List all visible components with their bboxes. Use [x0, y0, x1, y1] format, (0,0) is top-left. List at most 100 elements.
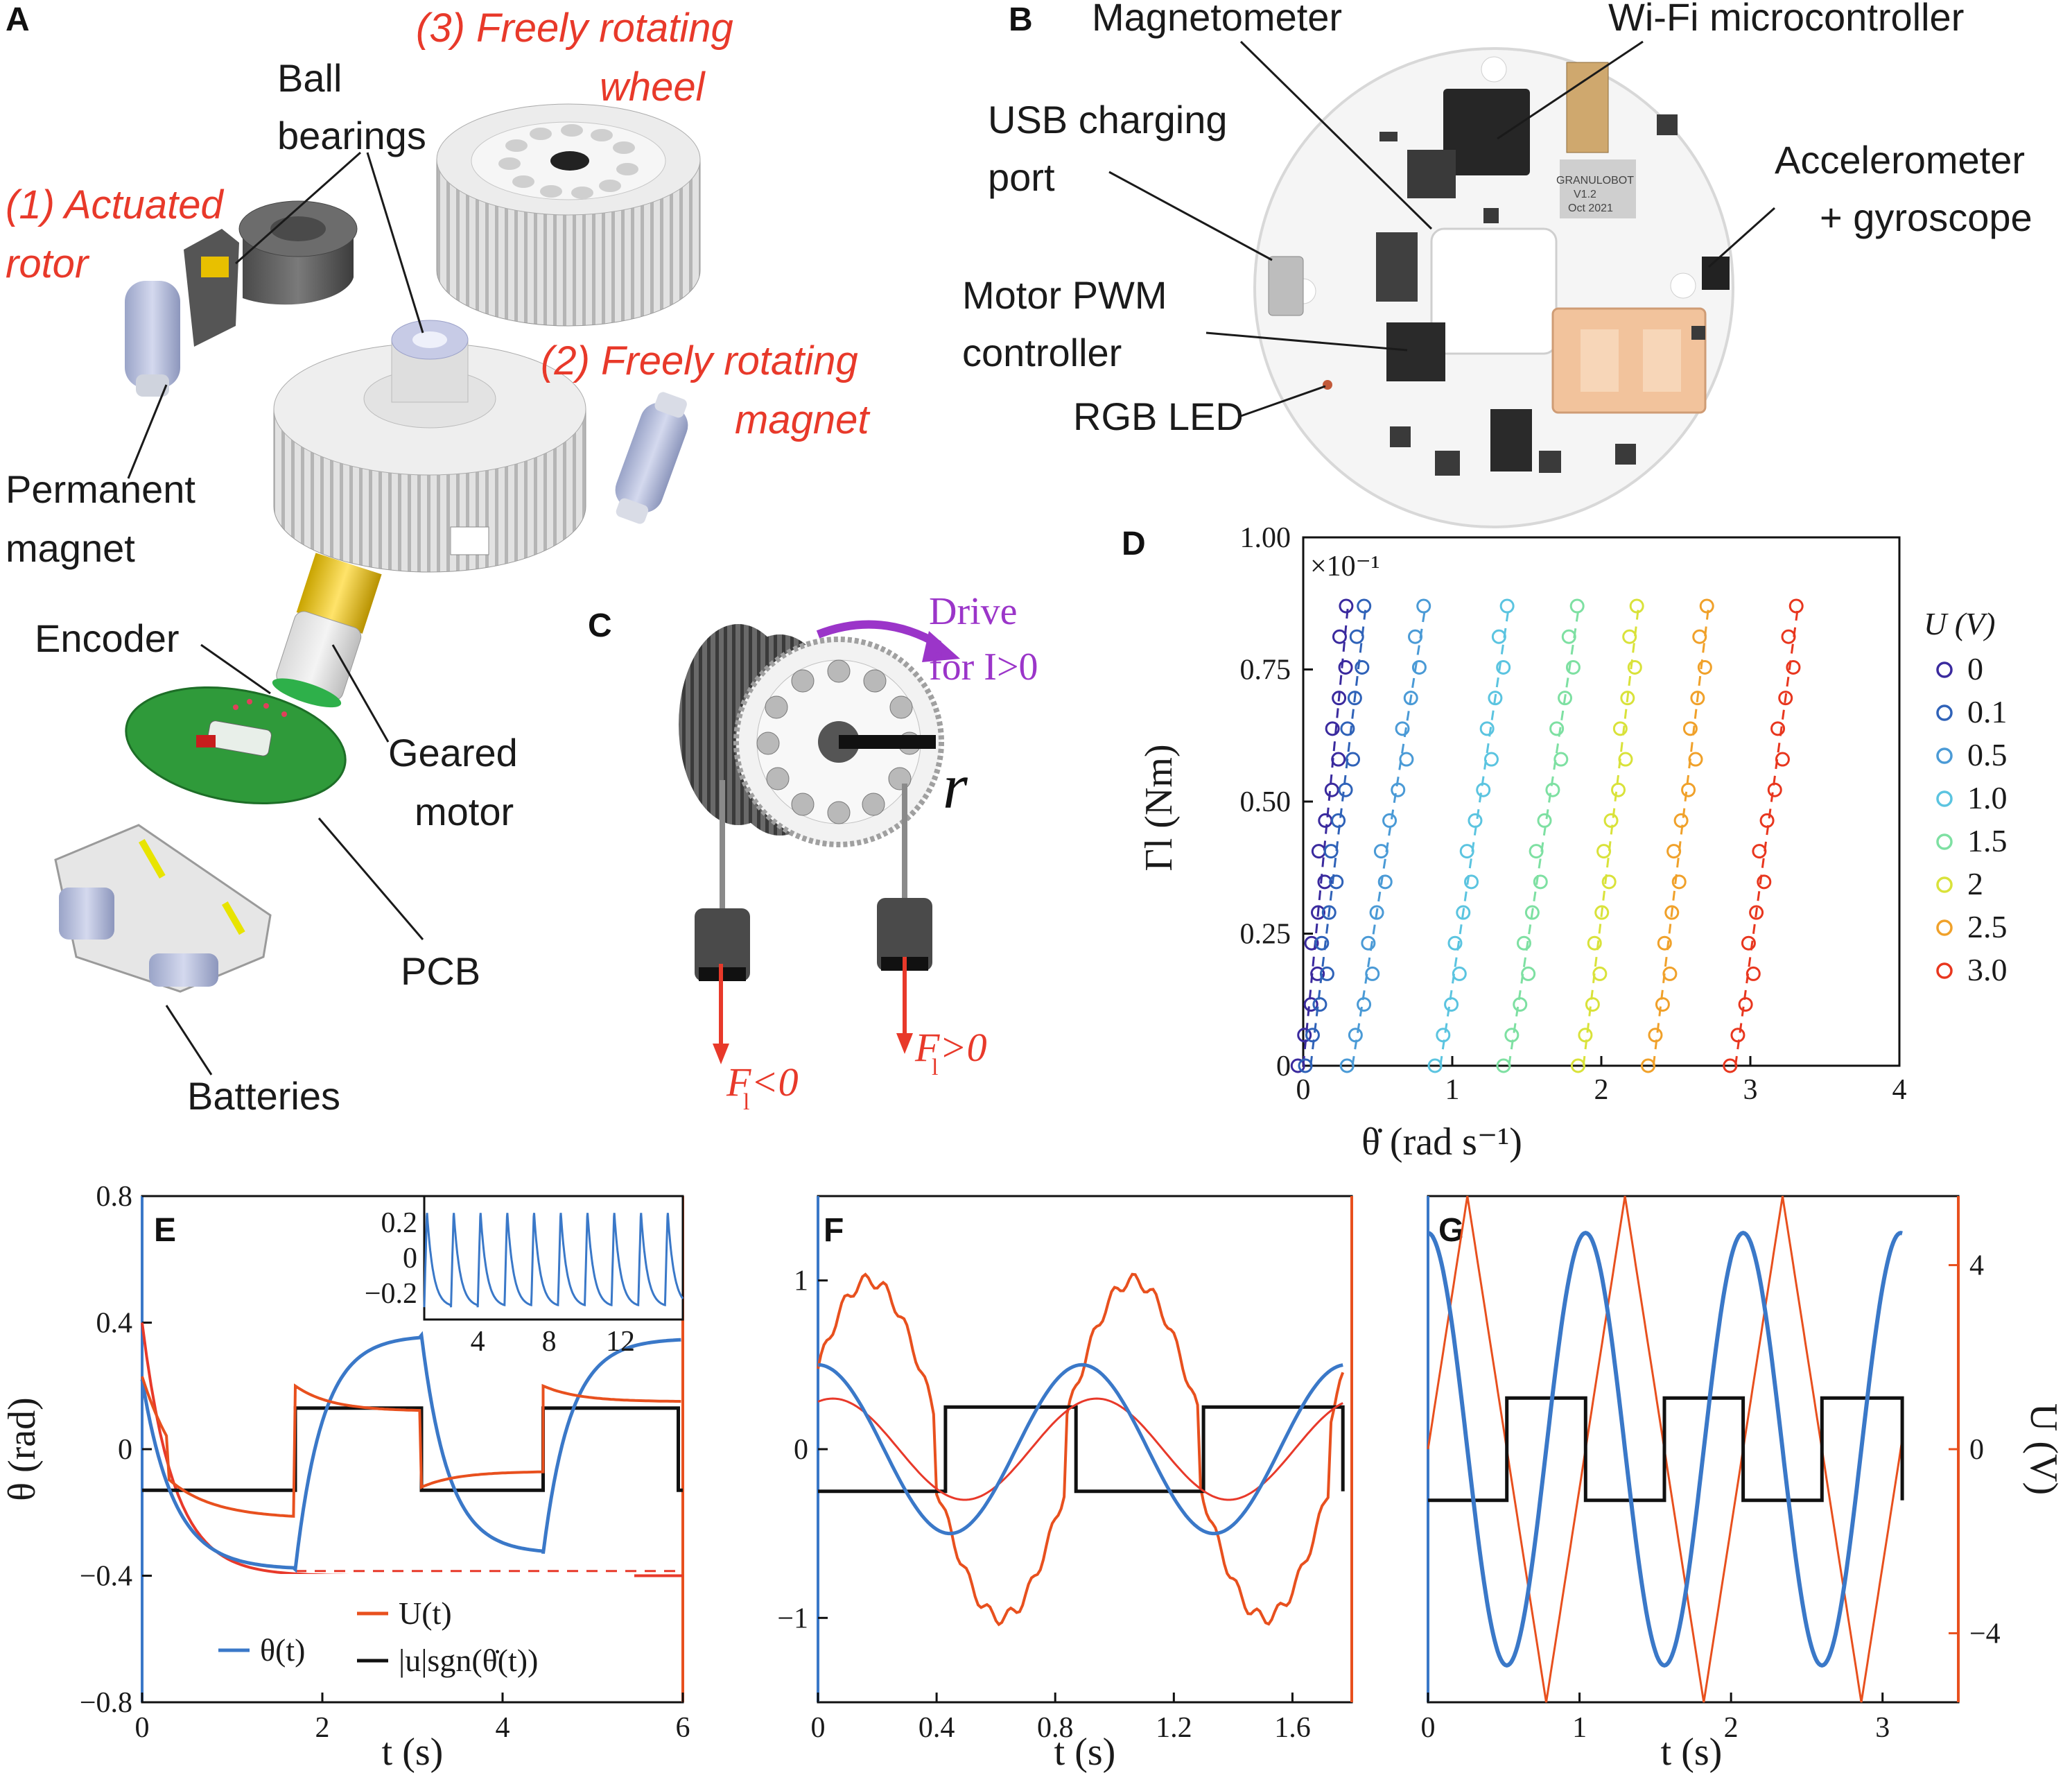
label-rotor-2: rotor — [6, 241, 90, 286]
label-drive-2: for I>0 — [929, 646, 1038, 689]
g-ytick-label: 0 — [1969, 1434, 1984, 1466]
d-series-2.5-point — [1657, 935, 1672, 951]
e-inset-ytick-label: 0.2 — [381, 1207, 418, 1239]
d-series-2.5-point — [1699, 598, 1714, 614]
panel-label-a: A — [6, 1, 30, 38]
d-ticks: 0 1 2 3 4 0 0.25 0.50 0.75 1.00 — [1240, 522, 1907, 1106]
d-legend-marker — [1936, 790, 1953, 807]
d-xlabel: θ̇ (rad s⁻¹) — [1361, 1121, 1522, 1164]
d-legend-label: 0.5 — [1967, 737, 2008, 772]
d-series-1.5-point — [1561, 629, 1576, 644]
d-ytick-label: 1.00 — [1240, 522, 1291, 554]
g-ylabel-right: U (V) — [2022, 1403, 2065, 1495]
d-series-0.5-point — [1411, 659, 1427, 675]
d-multiplier: ×10⁻¹ — [1310, 551, 1379, 582]
d-series-0.5-point — [1395, 721, 1410, 736]
d-legend-marker — [1936, 661, 1953, 678]
f-xtick-label: 1.6 — [1274, 1712, 1311, 1744]
label-f-neg: F<0 — [726, 1059, 799, 1105]
panel-e: E 0 2 4 6 −0.8 −0.4 0 0.4 0.8 4 8 12 0.2 0 −0.2 θ(t) … — [1, 1181, 690, 1774]
d-series-1.5-point — [1504, 1028, 1520, 1043]
d-series-1.5-point — [1558, 691, 1573, 706]
d-series-0.1-point — [1314, 935, 1330, 951]
label-rotor-1: (1) Actuated — [6, 182, 225, 227]
label-f-pos-sub: l — [932, 1055, 938, 1080]
label-usb-2: port — [988, 155, 1055, 199]
battery-holder-illustration — [54, 824, 272, 993]
e-xtick-label: 0 — [135, 1712, 150, 1744]
d-legend-label: 0.1 — [1967, 694, 2008, 729]
d-series-2.5-point — [1692, 629, 1707, 644]
d-series-0-point — [1332, 629, 1347, 644]
f-lines — [817, 1272, 1345, 1627]
f-xtick-label: 0 — [811, 1712, 826, 1744]
e-legend-sgn: |u|sgn(θ̇(t)) — [399, 1643, 538, 1678]
d-series-2-point — [1603, 813, 1619, 828]
d-series-0.1-point — [1319, 966, 1334, 981]
d-series-0.1-point — [1349, 629, 1364, 644]
d-series-0-point — [1324, 782, 1339, 797]
d-series-0.5-point — [1382, 813, 1398, 828]
panel-a-leaders — [127, 151, 424, 1075]
d-series-1.5-point — [1521, 966, 1536, 981]
label-pwm-2: controller — [962, 331, 1122, 374]
f-xtick-label: 0.4 — [919, 1712, 955, 1744]
panel-b-leaders — [1108, 40, 1776, 417]
d-series-0.1-point — [1355, 659, 1370, 675]
label-f-neg-sub: l — [743, 1089, 749, 1115]
e-ticks: 0 2 4 6 −0.8 −0.4 0 0.4 0.8 — [80, 1181, 690, 1744]
d-series-0.1-point — [1321, 905, 1337, 920]
label-magnetometer: Magnetometer — [1092, 0, 1342, 39]
panel-c: C Drive for I>0 — [588, 590, 1038, 1115]
d-series-0.5-point — [1391, 782, 1406, 797]
e-inset-ytick-label: −0.2 — [365, 1278, 417, 1310]
f-u-line — [817, 1272, 1345, 1627]
panel-b: B GRANULOBOT V1. — [962, 0, 2032, 528]
pcb-board-photo: GRANULOBOT V1.2 Oct 2021 — [1253, 47, 1734, 528]
panel-a-labels: (3) Freely rotating wheel Ball bearings … — [6, 6, 871, 1118]
e-lines — [140, 1322, 683, 1577]
d-series-0-point — [1297, 1028, 1312, 1043]
d-series-0.5-point — [1365, 966, 1380, 981]
d-legend-marker — [1936, 919, 1953, 936]
d-series-2.5-point — [1681, 782, 1696, 797]
label-wheel-2: wheel — [600, 64, 706, 110]
d-series-1.5-point — [1537, 813, 1552, 828]
d-series-1.0-point — [1436, 1028, 1451, 1043]
d-series-0.5-point — [1399, 752, 1414, 767]
d-legend-marker — [1936, 747, 1953, 764]
d-series-2-point — [1587, 935, 1602, 951]
e-legend-u: U(t) — [399, 1595, 452, 1631]
f-ytick-label: −1 — [777, 1602, 808, 1634]
d-series-0.5-point — [1408, 629, 1423, 644]
e-xtick-label: 4 — [496, 1712, 510, 1744]
e-inset-xtick-label: 8 — [542, 1326, 557, 1358]
d-legend-label: 2 — [1967, 866, 1983, 901]
d-legend-title: U (V) — [1924, 606, 1995, 641]
e-xlabel: t (s) — [382, 1731, 444, 1774]
d-series-1.0-point — [1499, 598, 1515, 614]
d-series-0.5-point — [1339, 1058, 1355, 1073]
e-inset-xtick-label: 4 — [471, 1326, 485, 1358]
pulley-illustration — [679, 620, 960, 1064]
d-series-3.0-point — [1770, 721, 1786, 736]
f-xtick-label: 1.2 — [1156, 1712, 1192, 1744]
d-series-2.5-point — [1673, 813, 1689, 828]
d-series-1.0-point — [1483, 752, 1499, 767]
d-series-0.1-point — [1305, 1028, 1320, 1043]
d-series-1.0-point — [1488, 691, 1503, 706]
panel-label-f: F — [824, 1212, 844, 1249]
d-series-2.5-point — [1641, 1058, 1656, 1073]
d-series-0-point — [1290, 1058, 1305, 1073]
d-legend: 0 0.1 0.5 1.0 1.5 2 2.5 3.0 — [1936, 651, 2008, 987]
label-accel-1: Accelerometer — [1775, 138, 2025, 182]
d-series-2-point — [1592, 966, 1608, 981]
d-series-3.0-point — [1745, 966, 1761, 981]
d-series-2-point — [1578, 1028, 1593, 1043]
d-ytick-label: 0.50 — [1240, 786, 1291, 818]
label-pwm-1: Motor PWM — [962, 273, 1167, 317]
panel-d: D 0 1 2 3 400.250.500.751.00 ×10⁻¹ θ̇ (rad s… — [1122, 522, 2008, 1164]
g-ytick-label: 4 — [1969, 1250, 1984, 1282]
g-xtick-label: 3 — [1875, 1712, 1890, 1744]
d-series-0.5-point — [1377, 874, 1393, 890]
